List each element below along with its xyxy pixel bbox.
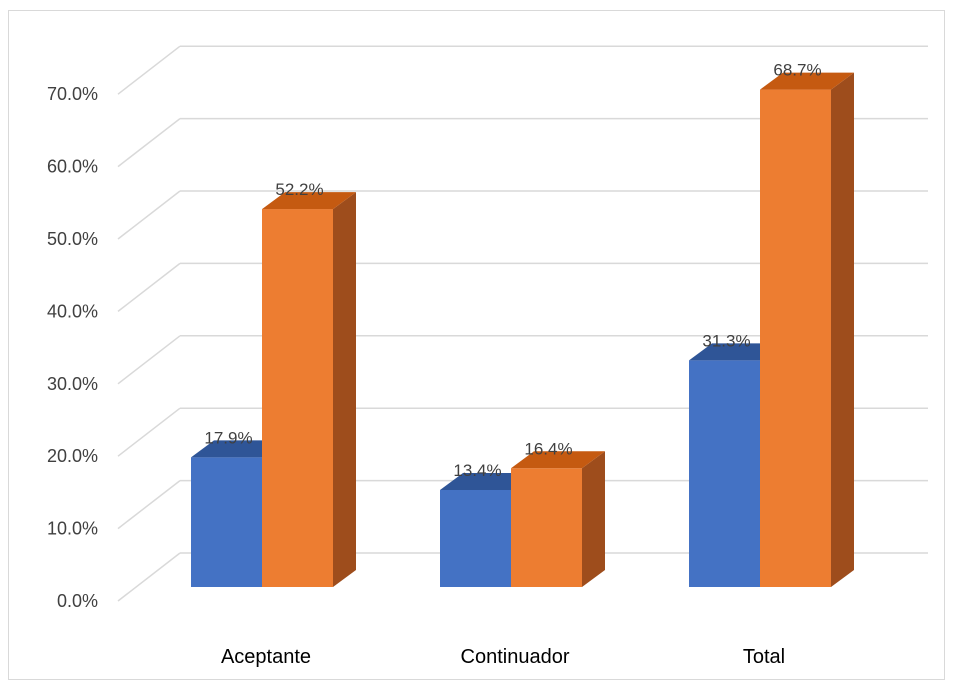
gridline-side xyxy=(117,45,181,95)
bar-top xyxy=(191,440,285,458)
y-tick-label: 10.0% xyxy=(47,519,98,539)
data-label: 17.9% xyxy=(204,428,252,447)
y-axis-ticks: 0.0% 10.0% 20.0% 30.0% 40.0% 50.0% 60.0% 70.0% xyxy=(47,84,98,611)
gridline-side xyxy=(117,190,181,240)
data-label: 52.2% xyxy=(275,180,323,199)
x-category-label: Continuador xyxy=(461,646,570,668)
gridline-side xyxy=(117,552,181,602)
bar-front xyxy=(511,468,582,587)
bar-front xyxy=(191,457,262,587)
x-category-label: Total xyxy=(743,646,785,668)
bar-top xyxy=(511,451,605,469)
y-tick-label: 50.0% xyxy=(47,229,98,249)
bar xyxy=(262,192,356,587)
y-tick-label: 20.0% xyxy=(47,446,98,466)
data-label: 68.7% xyxy=(773,61,821,80)
gridline-side xyxy=(117,118,181,168)
bar xyxy=(511,451,605,587)
bar-front xyxy=(760,89,831,587)
y-tick-label: 70.0% xyxy=(47,84,98,104)
data-label: 31.3% xyxy=(702,331,750,350)
gridline-side xyxy=(117,335,181,385)
bar-front xyxy=(440,489,511,587)
data-label: 13.4% xyxy=(453,461,501,480)
gridline-side xyxy=(117,407,181,457)
bar-front xyxy=(689,360,760,587)
y-tick-label: 40.0% xyxy=(47,301,98,321)
y-tick-label: 60.0% xyxy=(47,157,98,177)
data-labels: 17.9% 52.2% 13.4% 16.4% 31.3% 68.7% xyxy=(204,61,821,480)
y-tick-label: 30.0% xyxy=(47,374,98,394)
x-category-label: Aceptante xyxy=(221,646,311,668)
bar-top xyxy=(262,192,356,210)
gridline-side xyxy=(117,480,181,530)
bar xyxy=(760,72,854,587)
bar-side xyxy=(333,192,356,587)
bar-top xyxy=(760,72,854,90)
bar-top xyxy=(689,343,783,361)
bar-top xyxy=(440,472,534,490)
bar-side xyxy=(582,451,605,587)
data-label: 16.4% xyxy=(524,439,572,458)
bar-side xyxy=(831,72,854,587)
y-tick-label: 0.0% xyxy=(57,591,98,611)
gridline-side xyxy=(117,262,181,312)
bar-front xyxy=(262,209,333,587)
x-axis-categories: Aceptante Continuador Total xyxy=(221,646,785,668)
bars xyxy=(191,72,854,587)
